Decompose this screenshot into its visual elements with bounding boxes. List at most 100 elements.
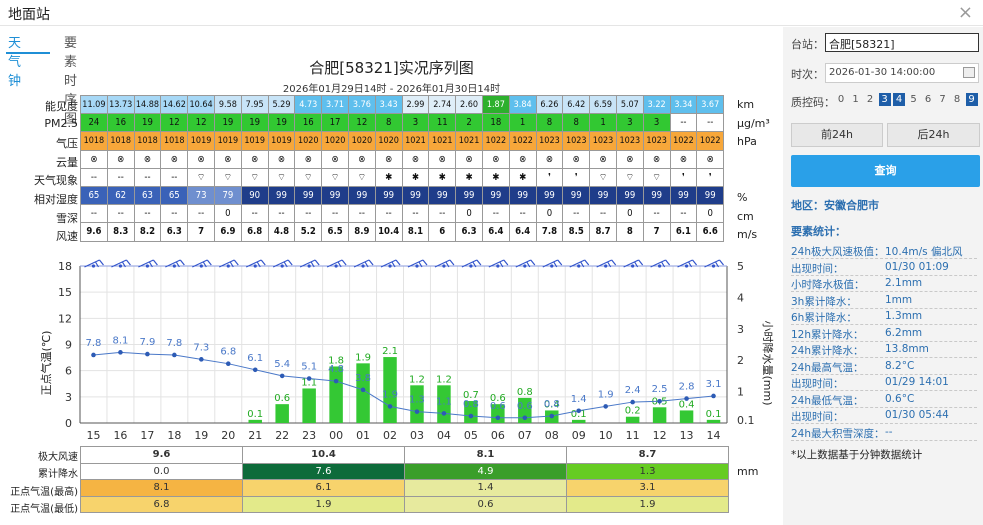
summary-cell: 7.6 [242,462,405,480]
grid-row: -- -- -- -- -- 0 -- -- -- -- -- -- -- -- 0 -- -- 0 -- -- 0 --… [80,204,725,224]
grid-cell: ⊗ [106,149,135,169]
grid-cell: -- [187,204,215,224]
summary-cell: 3.1 [566,479,729,497]
grid-cell: -- [160,167,189,187]
grid-cell: 99 [294,185,323,206]
grid-cell: 10.64 [187,94,215,115]
precip-label: 0.4 [544,399,560,410]
grid-cell: -- [106,204,135,224]
stat-value: 1mm [885,293,913,306]
wind-barb-icon [219,259,239,268]
grid-cell: ⌔ [321,167,349,187]
temperature-point [414,409,420,414]
temperature-label: 1.9 [382,389,398,400]
grid-cell: ⊗ [696,149,725,169]
wind-barb-icon [165,259,185,268]
qc-code-toggle[interactable]: 9 [965,93,978,106]
grid-cell: 3.71 [321,94,349,115]
qc-code-toggle[interactable]: 2 [866,94,874,105]
right-axis-title: 小时降水量(mm) [761,320,775,405]
next-24h-button[interactable]: 后24h [887,123,980,147]
precip-bar [275,404,289,423]
x-tick-label: 14 [707,429,721,442]
grid-cell: 7.95 [240,94,269,115]
grid-cell: 8.7 [589,222,617,242]
station-input[interactable]: 合肥[58321] [825,33,979,52]
grid-cell: ✱ [481,167,510,187]
qc-code-toggle[interactable]: 5 [910,94,917,105]
grid-row: 24 16 19 12 12 19 19 19 16 17 12 8 3 11 2 18 1 8 8 1 3 3 -- -- [80,113,725,133]
grid-cell: ⊗ [240,149,269,169]
grid-cell: 1 [589,113,617,133]
summary-label: 正点气温(最低) [10,503,78,515]
left-tick-label: 12 [58,312,72,325]
prev-24h-button[interactable]: 前24h [791,123,883,147]
grid-cell: ⊗ [642,149,671,169]
grid-cell: 8 [374,113,403,133]
grid-cell: 1023 [615,131,644,151]
temperature-point [91,352,96,358]
temperature-point [711,393,716,399]
row-label: 云量 [56,155,78,169]
stat-key: 24h最低气温： [791,394,864,407]
qc-code-toggle[interactable]: 3 [878,93,891,106]
x-tick-label: 22 [275,429,289,442]
wind-barb-dot [307,264,311,268]
qc-code-toggle[interactable]: 8 [953,94,961,105]
x-tick-label: 06 [491,429,505,442]
x-tick-label: 09 [572,429,586,442]
wind-barb-icon [245,259,266,268]
precip-bar [625,416,640,423]
grid-cell: ⊗ [294,149,323,169]
grid-cell: 1023 [589,131,617,151]
qc-code-toggle[interactable]: 7 [939,94,946,105]
grid-cell: ⊗ [401,149,430,169]
time-input[interactable]: 2026-01-30 14:00:00 [825,63,979,83]
temperature-label: 0.6 [490,401,506,412]
grid-cell: ❜ [696,167,725,187]
temperature-label: 2.8 [679,382,695,393]
grid-cell: 99 [696,185,725,206]
grid-cell: 3.43 [374,94,403,115]
temperature-label: 8.1 [112,335,128,346]
qc-code-toggle[interactable]: 0 [837,94,845,105]
grid-row: ⊗ ⊗ ⊗ ⊗ ⊗ ⊗ ⊗ ⊗ ⊗ ⊗ ⊗ ⊗ ⊗ ⊗ ⊗ ⊗ ⊗ ⊗ ⊗ ⊗ ⊗ ⊗ ⊗ ⊗ [80,149,725,169]
query-button[interactable]: 查询 [791,155,980,187]
x-tick-label: 00 [329,429,343,442]
wind-barb-icon [192,259,212,268]
temperature-label: 4.8 [328,364,344,375]
grid-cell: 14.62 [160,94,189,115]
precip-bar [652,407,667,423]
x-tick-label: 18 [167,429,181,442]
summary-cell: 6.8 [80,495,243,513]
wind-barb-icon [596,259,617,268]
grid-cell: 99 [589,185,617,206]
x-tick-label: 08 [545,429,559,442]
grid-cell: 3 [401,113,430,133]
precip-label: 1.1 [301,377,317,388]
temperature-point [549,413,555,419]
temperature-line [93,351,714,419]
row-unit: km [737,98,755,111]
x-tick-label: 07 [518,429,532,442]
wind-barb-dot [604,264,608,268]
grid-cell: 11.09 [80,94,108,115]
grid-cell: 3.67 [696,94,725,115]
grid-cell: 19 [267,113,296,133]
qc-code-toggle[interactable]: 1 [852,94,859,105]
calendar-icon[interactable] [963,67,975,78]
temperature-point [468,413,474,419]
tab-element-series[interactable]: 要素时序图 [64,36,78,127]
precip-label: 1.2 [436,374,452,385]
grid-cell: -- [589,204,617,224]
grid-cell: 6.26 [535,94,564,115]
temperature-label: 3.1 [706,379,722,390]
close-icon[interactable]: × [957,2,973,23]
grid-cell: 18 [481,113,510,133]
tab-weather-clock[interactable]: 天气钟 [8,36,22,89]
qc-code-toggle[interactable]: 4 [893,93,905,106]
grid-cell: 5.29 [267,94,296,115]
grid-cell: ⌔ [642,167,671,187]
grid-cell: 1019 [267,131,296,151]
qc-code-toggle[interactable]: 6 [924,94,932,105]
